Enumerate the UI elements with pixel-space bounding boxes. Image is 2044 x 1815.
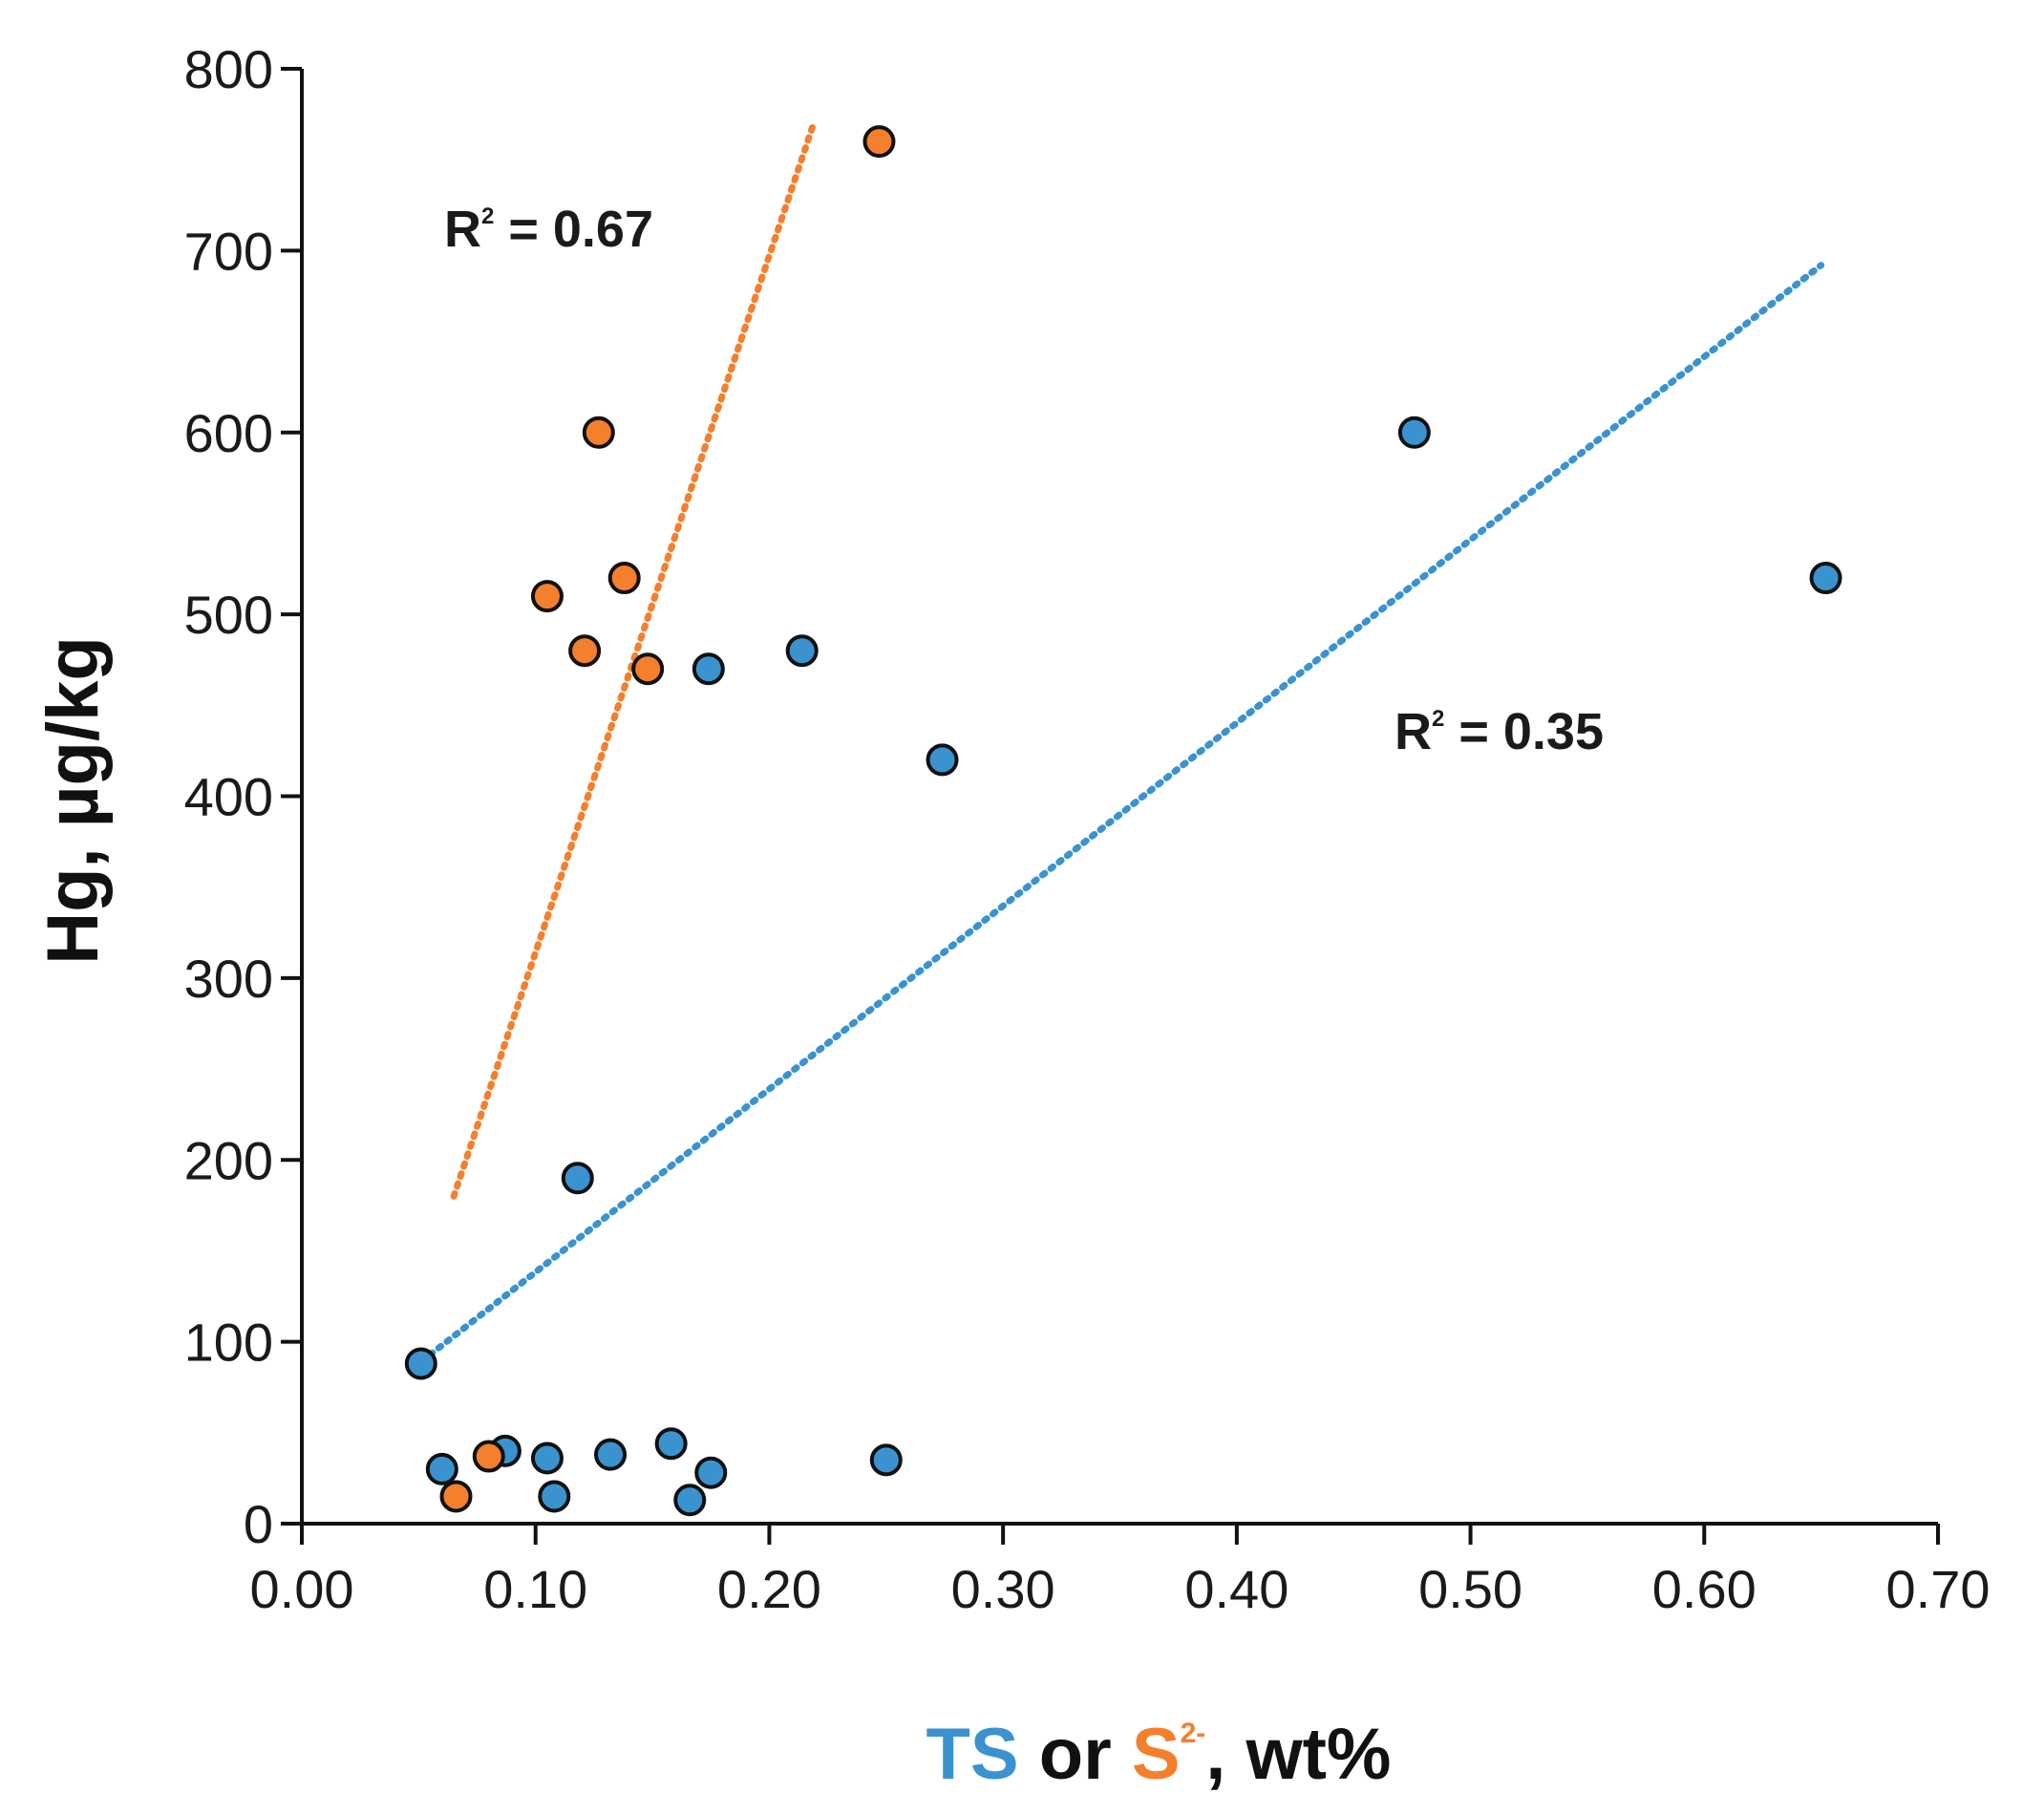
y-tick-label: 800 (184, 39, 273, 99)
x-tick-label: 0.20 (717, 1559, 821, 1619)
r2-label-ts: R2 = 0.35 (1395, 703, 1604, 760)
data-point-ts (1397, 416, 1431, 449)
x-axis-title: TS or S2-, wt% (926, 1714, 1392, 1795)
x-tick-label: 0.30 (951, 1559, 1055, 1619)
data-point-ts (530, 1441, 564, 1475)
data-point-ts (538, 1480, 571, 1513)
data-point-ts (594, 1438, 628, 1471)
y-tick-label: 300 (184, 949, 273, 1009)
x-tick-label: 0.00 (250, 1559, 354, 1619)
data-point-ts (404, 1347, 437, 1380)
trendline-ts (427, 262, 1825, 1358)
data-point-s2- (472, 1440, 505, 1473)
data-point-s2- (439, 1480, 473, 1513)
y-tick-label: 500 (184, 585, 273, 645)
y-ticks: 0 100 200 300 400 500 600 700 800 (184, 39, 302, 1554)
x-tick-label: 0.40 (1184, 1559, 1288, 1619)
data-point-s2- (582, 416, 615, 449)
data-point-ts (869, 1443, 903, 1477)
y-tick-label: 0 (244, 1494, 273, 1554)
data-point-ts (785, 634, 819, 668)
data-point-ts (673, 1484, 707, 1517)
x-tick-label: 0.50 (1418, 1559, 1522, 1619)
data-point-ts (425, 1452, 458, 1485)
axes (300, 69, 1938, 1526)
x-ticks: 0.00 0.10 0.20 0.30 0.40 0.50 0.60 0.70 (250, 1524, 1991, 1619)
data-point-ts (1809, 562, 1842, 595)
y-tick-label: 200 (184, 1130, 273, 1190)
r2-label-s2: R2 = 0.67 (444, 201, 653, 258)
data-point-s2- (631, 652, 665, 686)
trendlines (427, 119, 1825, 1358)
data-point-s2- (530, 580, 564, 613)
y-tick-label: 600 (184, 403, 273, 463)
data-point-ts (654, 1427, 688, 1461)
y-axis-title: Hg, µg/kg (32, 636, 114, 965)
y-tick-label: 100 (184, 1313, 273, 1373)
data-point-s2- (607, 562, 641, 595)
data-point-ts (694, 1456, 728, 1489)
data-point-ts (561, 1162, 594, 1195)
x-tick-label: 0.60 (1652, 1559, 1757, 1619)
x-tick-label: 0.10 (483, 1559, 587, 1619)
data-point-s2- (862, 125, 896, 159)
data-point-ts (926, 743, 959, 777)
y-tick-label: 700 (184, 221, 273, 281)
data-point-s2- (568, 634, 602, 668)
x-tick-label: 0.70 (1886, 1559, 1991, 1619)
trendline-s2- (450, 119, 818, 1200)
data-points (404, 125, 1842, 1517)
y-tick-label: 400 (184, 767, 273, 827)
data-point-ts (692, 652, 725, 686)
